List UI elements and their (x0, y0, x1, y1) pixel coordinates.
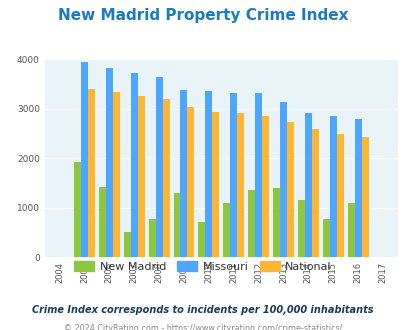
Text: © 2024 CityRating.com - https://www.cityrating.com/crime-statistics/: © 2024 CityRating.com - https://www.city… (64, 324, 341, 330)
Bar (230, 93, 237, 257)
Bar (99, 187, 106, 257)
Bar (297, 200, 304, 257)
Bar (347, 203, 354, 257)
Bar (124, 232, 130, 257)
Bar (88, 89, 95, 257)
Bar (130, 73, 137, 257)
Legend: New Madrid, Missouri, National: New Madrid, Missouri, National (70, 257, 335, 277)
Bar (162, 99, 169, 257)
Bar (322, 219, 329, 257)
Bar (106, 68, 113, 257)
Bar (81, 62, 88, 257)
Text: New Madrid Property Crime Index: New Madrid Property Crime Index (58, 8, 347, 23)
Bar (237, 114, 243, 257)
Bar (212, 112, 219, 257)
Bar (361, 137, 368, 257)
Bar (148, 219, 155, 257)
Bar (187, 107, 194, 257)
Bar (279, 102, 286, 257)
Bar (223, 203, 230, 257)
Bar (261, 116, 269, 257)
Bar (272, 188, 279, 257)
Bar (74, 162, 81, 257)
Bar (336, 134, 343, 257)
Text: Crime Index corresponds to incidents per 100,000 inhabitants: Crime Index corresponds to incidents per… (32, 305, 373, 315)
Bar (180, 90, 187, 257)
Bar (329, 116, 336, 257)
Bar (311, 129, 318, 257)
Bar (247, 189, 254, 257)
Bar (304, 113, 311, 257)
Bar (155, 77, 162, 257)
Bar (137, 96, 144, 257)
Bar (113, 92, 119, 257)
Bar (286, 122, 293, 257)
Bar (254, 93, 261, 257)
Bar (173, 193, 180, 257)
Bar (205, 91, 212, 257)
Bar (198, 222, 205, 257)
Bar (354, 119, 361, 257)
